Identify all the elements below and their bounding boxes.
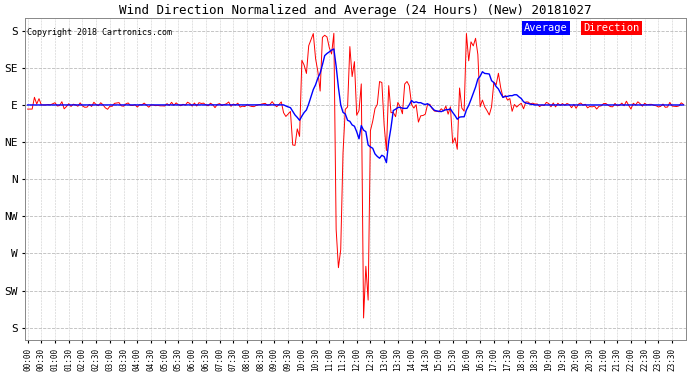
Text: Average: Average — [524, 23, 568, 33]
Text: Copyright 2018 Cartronics.com: Copyright 2018 Cartronics.com — [27, 28, 172, 37]
Title: Wind Direction Normalized and Average (24 Hours) (New) 20181027: Wind Direction Normalized and Average (2… — [119, 4, 592, 17]
Text: Direction: Direction — [584, 23, 640, 33]
